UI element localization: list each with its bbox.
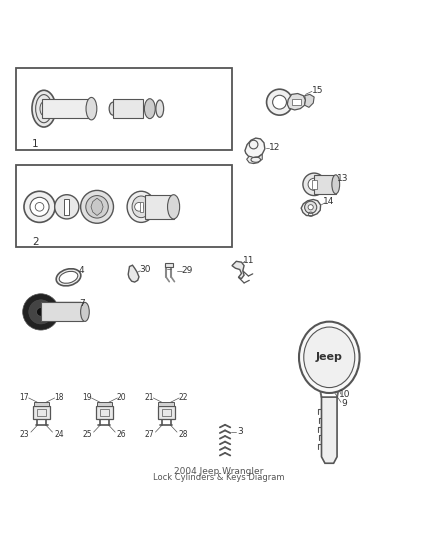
Circle shape — [23, 294, 59, 330]
Ellipse shape — [299, 321, 360, 393]
Circle shape — [272, 95, 286, 109]
Circle shape — [36, 308, 45, 316]
Bar — [33, 406, 50, 419]
Text: 26: 26 — [117, 430, 127, 439]
Text: 28: 28 — [179, 430, 188, 439]
Polygon shape — [91, 198, 103, 215]
Circle shape — [308, 178, 320, 190]
Text: 14: 14 — [323, 197, 335, 206]
Circle shape — [30, 197, 49, 216]
Ellipse shape — [59, 271, 78, 283]
Text: 20: 20 — [117, 393, 127, 401]
Ellipse shape — [168, 195, 180, 219]
Ellipse shape — [109, 102, 117, 115]
Bar — [64, 199, 69, 215]
Polygon shape — [247, 154, 262, 164]
Bar — [96, 406, 113, 419]
Polygon shape — [232, 261, 244, 279]
Polygon shape — [301, 199, 321, 216]
Bar — [100, 409, 109, 416]
Text: 18: 18 — [54, 393, 64, 401]
Text: 3: 3 — [237, 427, 243, 436]
Ellipse shape — [32, 90, 56, 127]
Text: 7: 7 — [79, 299, 85, 308]
Circle shape — [308, 205, 313, 210]
Text: 2004 Jeep Wrangler: 2004 Jeep Wrangler — [174, 466, 264, 475]
Circle shape — [81, 190, 113, 223]
Text: 21: 21 — [144, 393, 154, 401]
Circle shape — [303, 173, 325, 196]
Ellipse shape — [81, 302, 89, 321]
Polygon shape — [128, 265, 139, 282]
Text: 19: 19 — [82, 393, 92, 401]
Text: 4: 4 — [79, 266, 84, 276]
Ellipse shape — [56, 269, 81, 286]
Text: 25: 25 — [82, 430, 92, 439]
Circle shape — [304, 201, 317, 213]
Ellipse shape — [304, 327, 355, 387]
Polygon shape — [321, 397, 337, 463]
Text: 29: 29 — [181, 266, 192, 276]
Text: Lock Cylinders & Keys Diagram: Lock Cylinders & Keys Diagram — [153, 473, 285, 482]
Bar — [113, 99, 143, 118]
Text: 9: 9 — [342, 399, 347, 408]
Ellipse shape — [86, 98, 97, 120]
Bar — [34, 402, 49, 406]
Circle shape — [86, 196, 108, 218]
Ellipse shape — [332, 175, 339, 194]
Polygon shape — [287, 93, 305, 110]
Bar — [165, 263, 173, 268]
Bar — [145, 195, 173, 219]
Ellipse shape — [127, 191, 155, 222]
Bar — [37, 409, 46, 416]
Polygon shape — [304, 94, 314, 107]
Text: 30: 30 — [139, 265, 150, 274]
Bar — [16, 165, 232, 247]
Text: 17: 17 — [20, 393, 29, 401]
Bar — [159, 402, 174, 406]
Text: 15: 15 — [312, 86, 323, 95]
Circle shape — [55, 195, 79, 219]
Circle shape — [267, 89, 293, 115]
Text: 22: 22 — [179, 393, 188, 401]
Bar — [311, 180, 317, 189]
Text: 24: 24 — [54, 430, 64, 439]
Circle shape — [134, 203, 143, 211]
Bar — [140, 201, 143, 212]
Bar — [314, 175, 336, 194]
Ellipse shape — [156, 100, 164, 117]
Bar — [292, 99, 301, 105]
Bar — [97, 402, 112, 406]
Text: 13: 13 — [337, 174, 349, 183]
Ellipse shape — [132, 196, 150, 217]
Polygon shape — [245, 138, 265, 158]
Circle shape — [29, 300, 53, 324]
Text: 23: 23 — [20, 430, 29, 439]
Text: 11: 11 — [243, 255, 254, 264]
Text: 27: 27 — [144, 430, 154, 439]
Text: 10: 10 — [339, 391, 350, 399]
Bar — [16, 68, 232, 150]
Text: Jeep: Jeep — [316, 352, 343, 362]
Bar — [158, 406, 175, 419]
Text: 2: 2 — [32, 237, 39, 247]
Text: 12: 12 — [268, 143, 280, 152]
Bar — [41, 302, 83, 321]
Text: 1: 1 — [32, 139, 39, 149]
Bar — [42, 99, 92, 118]
Bar — [162, 409, 170, 416]
Circle shape — [24, 191, 55, 222]
Ellipse shape — [145, 99, 155, 119]
